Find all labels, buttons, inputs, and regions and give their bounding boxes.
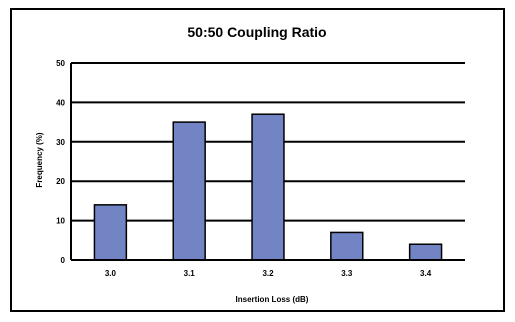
axes bbox=[70, 63, 465, 261]
y-tick-labels: 0 10 20 30 40 50 bbox=[56, 59, 65, 265]
y-tick-label: 20 bbox=[56, 177, 65, 186]
y-tick-label: 30 bbox=[56, 138, 65, 147]
x-tick-label: 3.4 bbox=[420, 269, 432, 278]
bar bbox=[93, 204, 128, 261]
y-axis-label: Frequency (%) bbox=[35, 132, 44, 187]
y-tick-label: 50 bbox=[56, 59, 65, 68]
x-tick-label: 3.3 bbox=[341, 269, 353, 278]
x-tick-labels: 3.0 3.1 3.2 3.3 3.4 bbox=[105, 269, 432, 278]
y-tick-label: 0 bbox=[61, 256, 66, 265]
bar bbox=[330, 231, 364, 261]
y-tick-label: 40 bbox=[56, 98, 65, 107]
bars bbox=[93, 113, 443, 261]
chart-title: 50:50 Coupling Ratio bbox=[187, 24, 326, 40]
x-tick-label: 3.1 bbox=[184, 269, 196, 278]
x-axis-label: Insertion Loss (dB) bbox=[236, 295, 309, 304]
chart-frame: 50:50 Coupling Ratio 0 10 20 30 40 50 3.0 3.1 3… bbox=[10, 8, 505, 312]
bar bbox=[172, 121, 206, 261]
x-tick-label: 3.0 bbox=[105, 269, 117, 278]
bar bbox=[251, 113, 285, 261]
bar bbox=[408, 243, 443, 261]
x-tick-label: 3.2 bbox=[262, 269, 274, 278]
y-tick-label: 10 bbox=[56, 217, 65, 226]
